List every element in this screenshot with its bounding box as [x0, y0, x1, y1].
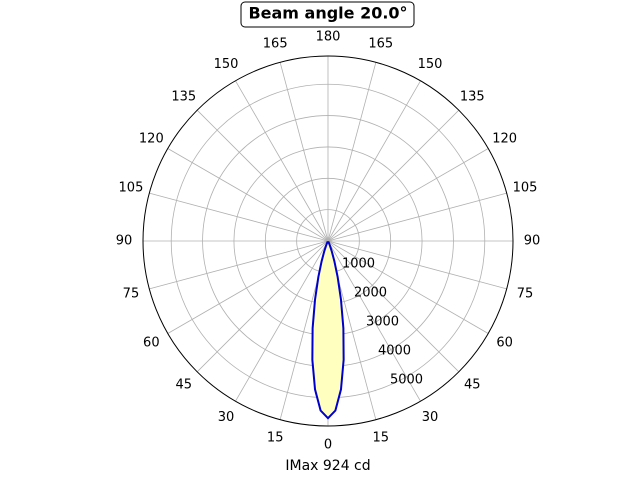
- title-box: [240, 1, 415, 28]
- theta-tick-label: 15: [267, 431, 284, 446]
- theta-grid-line: [327, 80, 421, 242]
- theta-grid-line: [235, 80, 329, 242]
- theta-grid-line: [327, 148, 489, 242]
- theta-tick-label: 165: [263, 36, 288, 51]
- theta-grid-line: [196, 240, 329, 373]
- theta-tick-label: 135: [171, 89, 196, 104]
- theta-grid-line: [327, 240, 460, 373]
- theta-grid-line: [327, 62, 377, 242]
- theta-tick-label: 30: [218, 410, 235, 425]
- theta-tick-label: 75: [517, 286, 534, 301]
- theta-grid-line: [196, 109, 329, 242]
- theta-tick-label: 135: [460, 89, 485, 104]
- r-tick-label: 3000: [366, 314, 399, 329]
- theta-tick-label: 150: [418, 57, 443, 72]
- theta-tick-label: 60: [496, 336, 513, 351]
- theta-grid-line: [167, 240, 329, 334]
- theta-grid-line: [279, 62, 329, 242]
- theta-tick-label: 75: [123, 286, 140, 301]
- theta-grid-line: [235, 240, 329, 402]
- theta-tick-label: 90: [524, 234, 541, 249]
- theta-grid-line: [149, 240, 329, 290]
- theta-tick-label: 120: [139, 132, 164, 147]
- theta-grid-line: [327, 192, 507, 242]
- r-tick-label: 2000: [354, 285, 387, 300]
- theta-tick-label: 60: [143, 336, 160, 351]
- beam-area: [312, 241, 344, 419]
- polar-frame: [142, 55, 514, 427]
- theta-tick-label: 45: [464, 378, 481, 393]
- x-axis-label: IMax 924 cd: [285, 458, 370, 474]
- theta-tick-label: 180: [316, 30, 341, 45]
- theta-tick-label: 90: [116, 234, 133, 249]
- theta-grid-line: [149, 192, 329, 242]
- theta-grid-line: [327, 240, 507, 290]
- theta-grid-line: [327, 240, 489, 334]
- r-tick-label: 4000: [378, 343, 411, 358]
- theta-tick-label: 120: [492, 132, 517, 147]
- r-tick-label: 1000: [342, 256, 375, 271]
- theta-grid-line: [167, 148, 329, 242]
- theta-grid-line: [327, 109, 460, 242]
- theta-grid-line: [327, 240, 421, 402]
- theta-tick-label: 105: [119, 181, 144, 196]
- theta-tick-label: 150: [214, 57, 239, 72]
- beam-line: [311, 240, 345, 420]
- theta-tick-label: 105: [513, 181, 538, 196]
- theta-tick-label: 165: [368, 36, 393, 51]
- theta-tick-label: 30: [422, 410, 439, 425]
- theta-tick-label: 15: [373, 431, 390, 446]
- chart-title: Beam angle 20.0°: [248, 4, 407, 23]
- theta-tick-label: 0: [324, 438, 332, 453]
- r-tick-label: 5000: [390, 372, 423, 387]
- theta-tick-label: 45: [175, 378, 192, 393]
